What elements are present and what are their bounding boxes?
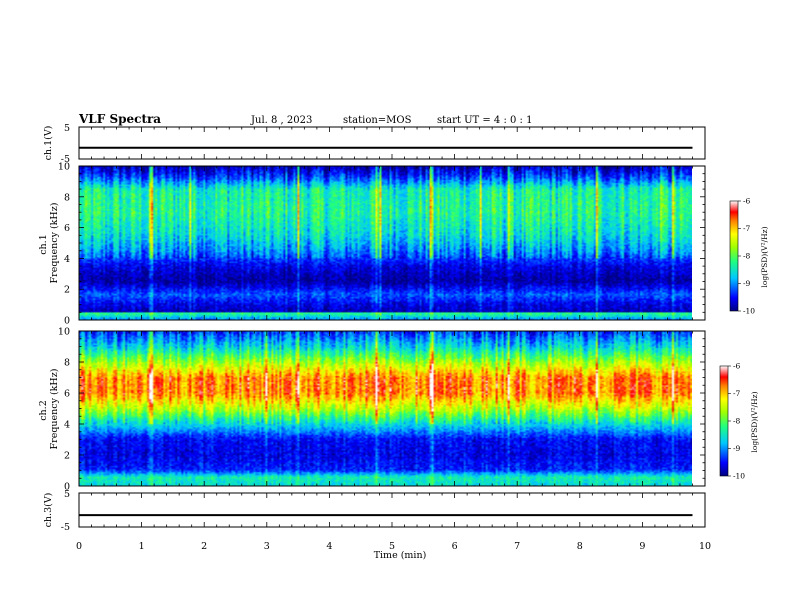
ch1-voltage-ytick-bottom: -5 <box>61 154 70 165</box>
x-tick-label: 5 <box>389 541 395 552</box>
ch2-spectrogram-ylabel-line1: ch.2 <box>38 400 49 421</box>
x-tick-label: 9 <box>639 541 645 552</box>
ch2-spectrogram-yticks: 0 2 4 6 8 10 <box>58 327 705 493</box>
x-tick-label: 6 <box>452 541 458 552</box>
y-tick-label: 10 <box>58 162 70 173</box>
colorbar-tick-label: -9 <box>743 279 751 288</box>
ch1-voltage-ylabel: ch.1(V) <box>43 126 54 161</box>
colorbar-tick-label: -7 <box>743 224 751 233</box>
ch1-spectrogram-ylabel-line1: ch.1 <box>38 234 49 255</box>
ch3-voltage-frame <box>78 492 706 528</box>
y-tick-label: 8 <box>64 358 70 369</box>
y-tick-label: 0 <box>64 316 70 327</box>
start-time-label: start UT = 4 : 0 : 1 <box>437 115 532 126</box>
figure-title: VLF Spectra <box>78 112 161 126</box>
ch1-voltage-ytick-top: 5 <box>64 123 70 134</box>
x-axis-label: Time (min) <box>374 550 427 561</box>
x-tick-label: 8 <box>577 541 583 552</box>
ch2-spectrogram-ylabel: ch.2 Frequency (kHz) <box>38 369 60 450</box>
x-tick-label: 10 <box>699 541 711 552</box>
y-tick-label: 6 <box>64 389 70 400</box>
y-tick-label: 2 <box>64 451 70 462</box>
y-tick-label: 8 <box>64 192 70 203</box>
colorbar-tick-label: -6 <box>743 197 751 206</box>
ch3-voltage-ytick-bottom: -5 <box>61 522 70 533</box>
y-tick-label: 2 <box>64 285 70 296</box>
y-tick-label: 6 <box>64 223 70 234</box>
ch2-spectrogram-xticks <box>78 331 706 486</box>
ch1-voltage-xticks <box>78 127 706 159</box>
colorbar-tick-label: -8 <box>743 252 751 261</box>
ch2-colorbar <box>719 365 729 477</box>
ch3-voltage-panel: 5 -5 ch.3(V) 0 1 2 3 4 5 6 7 8 9 10 Time (min) <box>43 489 711 561</box>
ch2-colorbar-label: log(PSD)(V²/Hz) <box>750 391 759 452</box>
y-tick-label: 0 <box>64 482 70 493</box>
colorbar-tick-label: -9 <box>733 444 741 453</box>
ch2-colorbar-ticks: -6 -7 -8 -9 -10 <box>728 362 745 481</box>
x-tick-label: 1 <box>139 541 145 552</box>
colorbar-tick-label: -10 <box>743 307 755 316</box>
y-tick-label: 4 <box>64 420 70 431</box>
x-tick-label: 7 <box>514 541 520 552</box>
y-tick-label: 4 <box>64 254 70 265</box>
ch1-spectrogram-ylabel: ch.1 Frequency (kHz) <box>38 203 60 284</box>
ch1-voltage-panel: 5 -5 ch.1(V) <box>43 123 706 165</box>
ch1-spectrogram-ylabel-line2: Frequency (kHz) <box>49 203 60 284</box>
ch1-spectrogram-yticks: 0 2 4 6 8 10 <box>58 162 705 327</box>
colorbar-tick-label: -10 <box>733 472 745 481</box>
x-tick-label: 0 <box>76 541 82 552</box>
ch3-voltage-ylabel: ch.3(V) <box>43 493 54 528</box>
x-tick-label: 4 <box>326 541 332 552</box>
ch2-spectrogram-image <box>79 331 692 486</box>
colorbar-tick-label: -6 <box>733 362 741 371</box>
y-tick-label: 10 <box>58 327 70 338</box>
station-label: station=MOS <box>343 115 412 126</box>
date-label: Jul. 8 , 2023 <box>250 115 312 126</box>
ch2-spectrogram-ylabel-line2: Frequency (kHz) <box>49 369 60 450</box>
x-tick-label: 2 <box>201 541 207 552</box>
colorbar-tick-label: -8 <box>733 417 741 426</box>
ch3-voltage-xticks <box>78 493 706 527</box>
ch1-spectrogram-image <box>79 166 692 320</box>
ch2-spectrogram-panel: 0 2 4 6 8 10 ch.2 Frequency (kHz) -6 -7 -8 -9 -10… <box>38 327 759 493</box>
ch1-spectrogram-xticks <box>78 166 706 320</box>
ch3-voltage-ytick-top: 5 <box>64 489 70 500</box>
ch1-spectrogram-panel: 0 2 4 6 8 10 ch.1 Frequency (kHz) -6 -7 -8 -9 -10… <box>38 162 769 327</box>
ch1-colorbar <box>729 200 739 312</box>
colorbar-tick-label: -7 <box>733 389 741 398</box>
x-tick-label: 3 <box>264 541 270 552</box>
time-axis-labels: 0 1 2 3 4 5 6 7 8 9 10 <box>76 541 711 552</box>
ch1-colorbar-ticks: -6 -7 -8 -9 -10 <box>738 197 755 316</box>
ch1-colorbar-label: log(PSD)(V²/Hz) <box>760 226 769 287</box>
